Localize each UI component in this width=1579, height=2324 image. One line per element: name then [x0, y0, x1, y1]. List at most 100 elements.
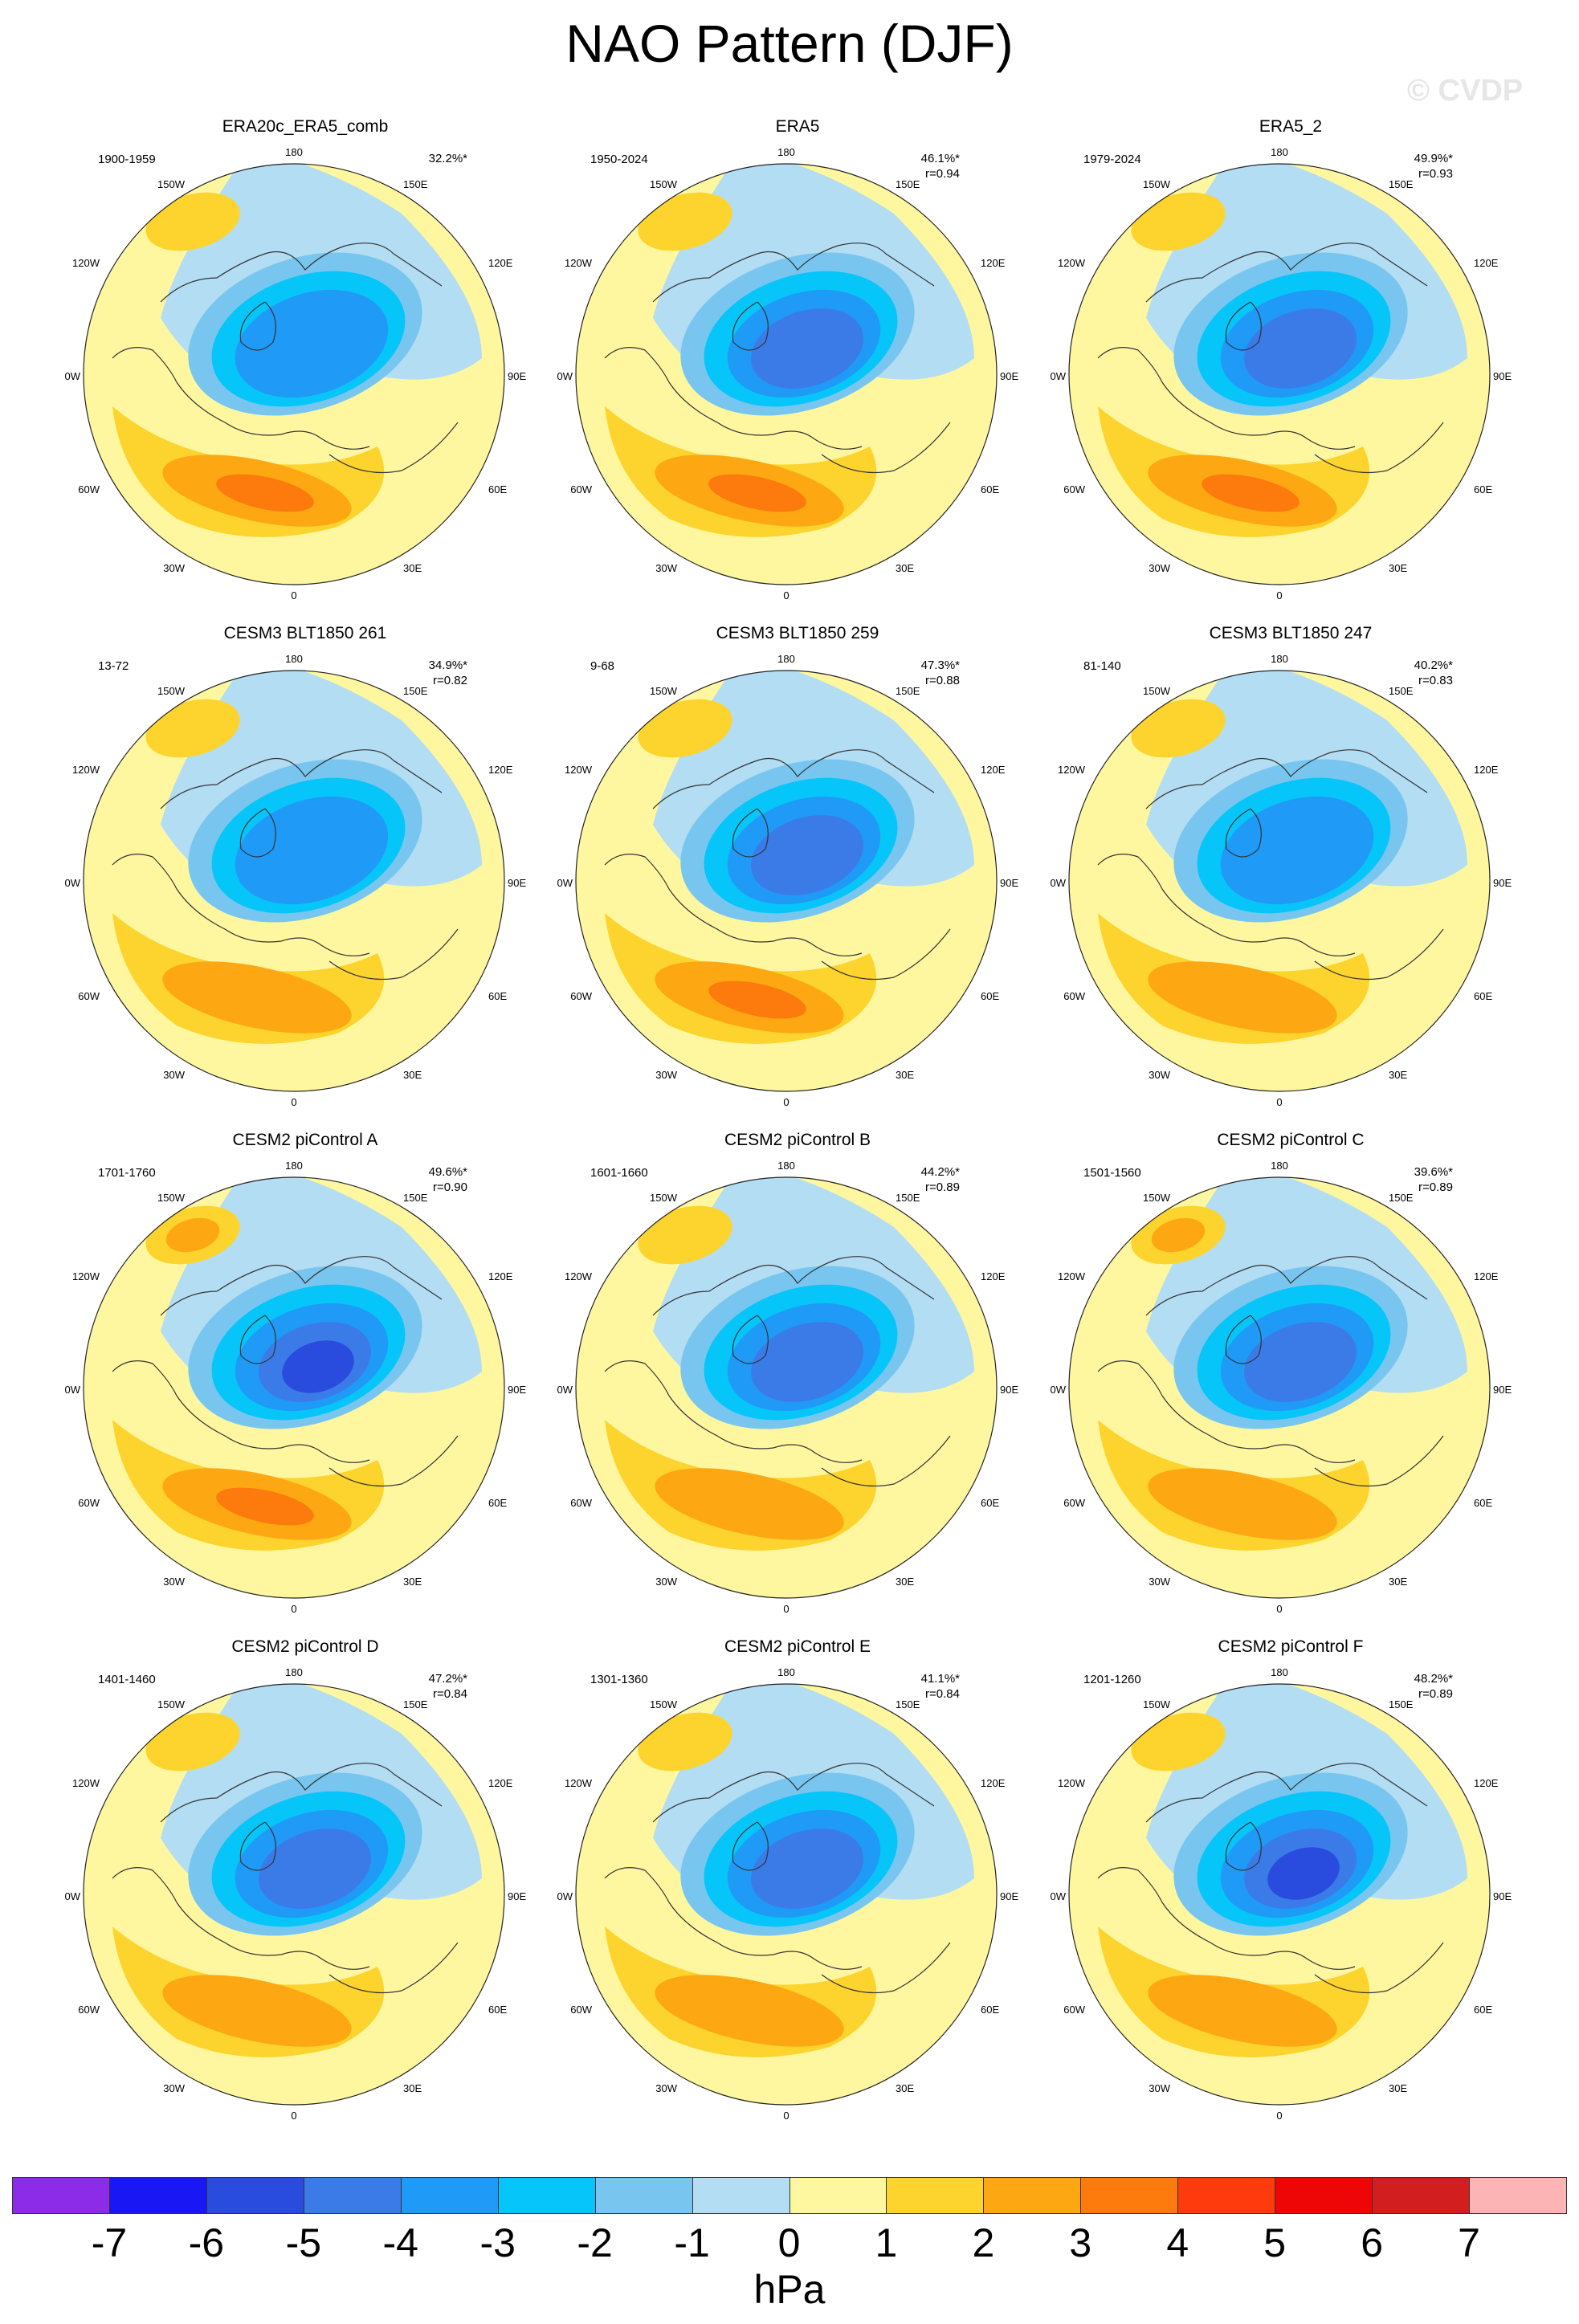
colorbar-tick-label: 0	[777, 2220, 801, 2265]
lon-label-30w: 30W	[1149, 1069, 1170, 1081]
colorbar-tick-label: -7	[91, 2220, 128, 2265]
lon-label-90e: 90E	[1493, 1384, 1512, 1396]
lon-label-90w: 90W	[1050, 370, 1067, 382]
lon-label-150e: 150E	[896, 1698, 920, 1710]
panel-period: 1900-1959	[98, 153, 156, 166]
lon-label-150w: 150W	[1143, 178, 1171, 190]
lon-label-120e: 120E	[981, 257, 1006, 269]
polar-map: 180 0 150W 120W 90W 60W 30W 150E 120E 90E 60E 30E	[557, 653, 1018, 1108]
lon-label-90e: 90E	[508, 370, 526, 382]
lon-label-60w: 60W	[570, 2004, 592, 2016]
panel-period: 1201-1260	[1083, 1673, 1141, 1686]
panel-pattern-correlation: r=0.84	[925, 1687, 960, 1701]
lon-label-60w: 60W	[570, 483, 592, 495]
lon-label-60e: 60E	[488, 1497, 507, 1509]
colorbar-segment	[108, 2177, 207, 2214]
panel-period: 1701-1760	[98, 1166, 156, 1180]
colorbar-tick-label: 4	[1166, 2220, 1189, 2265]
lon-label-30w: 30W	[1149, 562, 1170, 574]
lon-label-60w: 60W	[570, 990, 592, 1002]
colorbar-tick-label: 2	[972, 2220, 995, 2265]
panel-title: CESM2 piControl F	[1218, 1637, 1364, 1656]
map-panel: 180 0 150W 120W 90W 60W 30W 150E 120E 90E 60E 30E CE…	[64, 624, 546, 1122]
panel-pattern-correlation: r=0.89	[1418, 1687, 1453, 1701]
lon-label-150w: 150W	[157, 1192, 186, 1204]
lon-label-0: 0	[291, 2110, 296, 2122]
colorbar-tick-label: 1	[875, 2220, 898, 2265]
colorbar-segment	[886, 2177, 985, 2214]
lon-label-120w: 120W	[1058, 764, 1086, 776]
map-panel: 180 0 150W 120W 90W 60W 30W 150E 120E 90E 60E 30E CE…	[557, 624, 1038, 1122]
lon-label-60w: 60W	[1063, 990, 1085, 1002]
panel-variance-pct: 49.9%*	[1414, 152, 1453, 165]
lon-label-30w: 30W	[655, 1576, 677, 1588]
lon-label-60w: 60W	[1063, 483, 1085, 495]
lon-label-180: 180	[1271, 146, 1288, 158]
lon-label-150e: 150E	[896, 178, 920, 190]
colorbar	[12, 2177, 1567, 2214]
lon-label-120e: 120E	[488, 1270, 513, 1282]
lon-label-180: 180	[777, 653, 795, 665]
lon-label-120e: 120E	[488, 257, 513, 269]
lon-label-150w: 150W	[157, 1698, 186, 1710]
lon-label-30w: 30W	[1149, 2082, 1170, 2094]
lon-label-90w: 90W	[64, 1384, 81, 1396]
colorbar-segment	[303, 2177, 402, 2214]
lon-label-150w: 150W	[650, 178, 678, 190]
lon-label-30e: 30E	[896, 562, 914, 574]
lon-label-90e: 90E	[1000, 1384, 1018, 1396]
colorbar-segment	[12, 2177, 110, 2214]
lon-label-30e: 30E	[403, 1069, 422, 1081]
colorbar-tick-label: -2	[577, 2220, 613, 2265]
lon-label-150e: 150E	[1389, 1192, 1414, 1204]
polar-map: 180 0 150W 120W 90W 60W 30W 150E 120E 90E 60E 30E	[64, 653, 526, 1108]
lon-label-120w: 120W	[1058, 1777, 1086, 1789]
lon-label-90w: 90W	[64, 370, 81, 382]
panel-title: CESM2 piControl E	[724, 1637, 871, 1656]
polar-map: 180 0 150W 120W 90W 60W 30W 150E 120E 90E 60E 30E	[557, 1160, 1018, 1615]
panel-pattern-correlation: r=0.94	[925, 167, 960, 181]
lon-label-30e: 30E	[1389, 1576, 1407, 1588]
lon-label-150w: 150W	[157, 178, 186, 190]
lon-label-60e: 60E	[488, 990, 507, 1002]
panel-pattern-correlation: r=0.89	[1418, 1180, 1453, 1194]
lon-label-150w: 150W	[157, 685, 186, 697]
lon-label-0: 0	[783, 2110, 789, 2122]
lon-label-120e: 120E	[1474, 764, 1499, 776]
lon-label-180: 180	[1271, 1160, 1288, 1172]
lon-label-0: 0	[291, 1096, 296, 1108]
lon-label-90e: 90E	[1000, 370, 1018, 382]
panel-period: 13-72	[98, 659, 129, 673]
lon-label-30e: 30E	[896, 1576, 914, 1588]
panel-variance-pct: 39.6%*	[1414, 1165, 1453, 1179]
lon-label-30e: 30E	[896, 2082, 914, 2094]
map-panel: 180 0 150W 120W 90W 60W 30W 150E 120E 90E 60E 30E ER…	[1050, 117, 1532, 615]
lon-label-150e: 150E	[403, 685, 428, 697]
lon-label-150w: 150W	[650, 1192, 678, 1204]
panel-title: ERA20c_ERA5_comb	[222, 117, 389, 136]
lon-label-150e: 150E	[1389, 1698, 1414, 1710]
lon-label-90e: 90E	[508, 1384, 526, 1396]
map-panel: 180 0 150W 120W 90W 60W 30W 150E 120E 90E 60E 30E CE…	[64, 1131, 546, 1629]
colorbar-segment	[692, 2177, 790, 2214]
panel-title: CESM2 piControl D	[231, 1637, 379, 1656]
colorbar-tick-label: 5	[1263, 2220, 1287, 2265]
lon-label-120w: 120W	[565, 1777, 593, 1789]
colorbar-segment	[1177, 2177, 1276, 2214]
panel-title: CESM3 BLT1850 247	[1209, 624, 1373, 642]
lon-label-60e: 60E	[488, 483, 507, 495]
lon-label-90e: 90E	[1000, 1890, 1018, 1902]
panel-period: 1601-1660	[590, 1166, 648, 1180]
panel-variance-pct: 47.2%*	[428, 1672, 467, 1686]
lon-label-150w: 150W	[1143, 1698, 1171, 1710]
lon-label-120e: 120E	[1474, 257, 1499, 269]
lon-label-150e: 150E	[1389, 178, 1414, 190]
lon-label-120w: 120W	[1058, 1270, 1086, 1282]
lon-label-90w: 90W	[557, 1384, 573, 1396]
lon-label-30w: 30W	[655, 2082, 677, 2094]
lon-label-0: 0	[1276, 1603, 1282, 1615]
colorbar-segment	[1372, 2177, 1471, 2214]
lon-label-180: 180	[1271, 653, 1288, 665]
lon-label-90e: 90E	[1493, 1890, 1512, 1902]
panel-title: ERA5	[775, 117, 820, 136]
